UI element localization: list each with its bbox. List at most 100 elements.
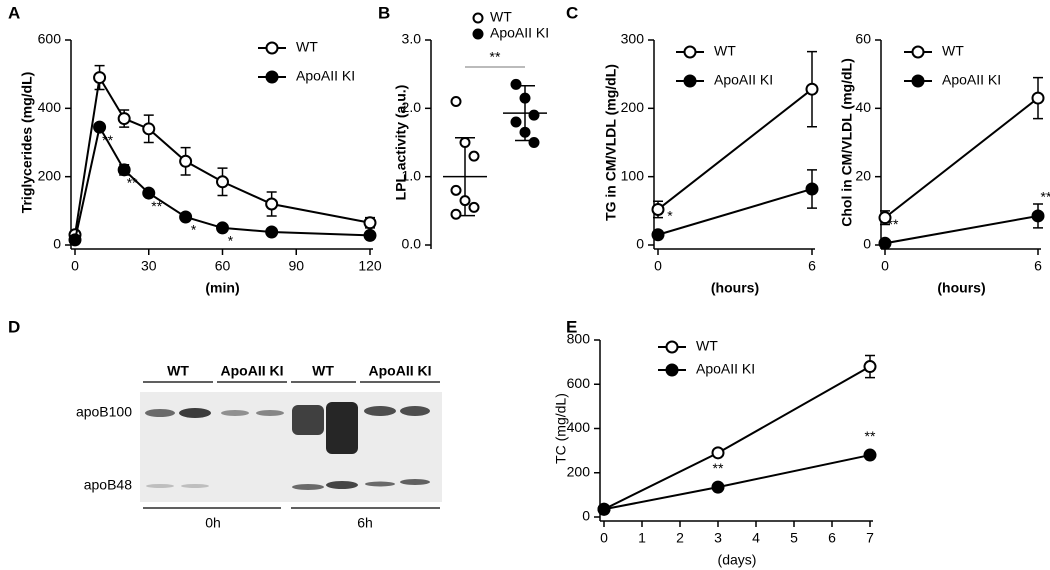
band-label: apoB100: [76, 404, 132, 420]
y-tick-label: 400: [38, 99, 62, 115]
data-point: [142, 186, 156, 200]
significance-label: **: [127, 175, 138, 191]
data-point: [450, 208, 462, 220]
band-label: apoB48: [84, 477, 132, 493]
data-point: [711, 446, 725, 460]
x-tick-label: 0: [881, 258, 889, 274]
data-point: [450, 96, 462, 107]
x-tick-label: 6: [828, 530, 836, 546]
y-tick-label: 20: [855, 167, 871, 183]
blot-panel: D WT ApoAII KI WT ApoAII KI 0h 6: [8, 317, 442, 531]
series-line: [74, 124, 371, 241]
data-point: [459, 137, 471, 148]
panel-label: D: [8, 317, 20, 336]
y-axis-label: Chol in CM/VLDL (mg/dL): [839, 58, 855, 227]
legend-marker: [683, 74, 697, 88]
y-tick-label: 40: [855, 99, 871, 115]
data-point: [68, 233, 82, 247]
legend-marker: [911, 45, 925, 59]
data-point: [216, 175, 229, 189]
legend-marker: [265, 41, 279, 55]
legend-label: WT: [942, 43, 964, 59]
x-tick-label: 60: [215, 258, 231, 274]
significance-label: *: [191, 222, 197, 238]
series-line: [74, 74, 371, 235]
y-axis-label: LPL activity (a.u.): [393, 85, 409, 201]
legend-marker: [683, 45, 697, 59]
data-point: [510, 78, 522, 90]
y-tick-label: 3.0: [402, 31, 422, 47]
x-axis-label: (hours): [937, 280, 985, 296]
data-point: [863, 448, 877, 462]
y-tick-label: 0: [53, 236, 61, 252]
group-label: WT: [167, 363, 189, 379]
data-point: [450, 184, 462, 196]
y-tick-label: 300: [621, 31, 645, 47]
x-tick-label: 7: [866, 530, 874, 546]
y-axis-label: TG in CM/VLDL (mg/dL): [603, 64, 619, 221]
legend-marker: [911, 74, 925, 88]
panel-label: E: [566, 317, 577, 336]
data-point: [651, 202, 665, 216]
data-point: [363, 228, 377, 242]
data-point: [805, 82, 819, 96]
data-point: [1031, 209, 1045, 223]
y-axis-label: TC (mg/dL): [553, 393, 569, 464]
x-tick-label: 90: [288, 258, 304, 274]
legend-label: ApoAII KI: [696, 361, 755, 377]
data-point: [468, 201, 480, 213]
series-line: [603, 365, 871, 511]
x-axis-label: (hours): [711, 280, 759, 296]
y-tick-label: 0: [582, 508, 590, 524]
data-point: [265, 197, 279, 211]
data-point: [510, 116, 522, 128]
legend-label: ApoAII KI: [296, 68, 355, 84]
y-tick-label: 400: [567, 419, 591, 435]
data-point: [1031, 91, 1045, 105]
legend-marker: [265, 70, 279, 84]
legend-label: ApoAII KI: [942, 72, 1001, 88]
data-point: [519, 126, 531, 138]
x-tick-label: 0: [71, 258, 79, 274]
data-point: [528, 137, 540, 148]
data-point: [265, 225, 279, 239]
panel-label: C: [566, 3, 578, 22]
data-point: [468, 150, 480, 162]
data-point: [651, 228, 665, 242]
y-tick-label: 2.0: [402, 99, 422, 115]
bands: [145, 402, 430, 490]
panel-label: B: [378, 3, 390, 22]
significance-label: *: [228, 233, 234, 249]
x-tick-label: 1: [638, 530, 646, 546]
data-point: [519, 92, 531, 104]
y-tick-label: 1.0: [402, 167, 422, 183]
y-tick-label: 200: [567, 463, 591, 479]
x-tick-label: 4: [752, 530, 760, 546]
x-tick-label: 3: [714, 530, 722, 546]
y-tick-label: 200: [38, 167, 62, 183]
group-lines: [143, 381, 440, 509]
series-line: [657, 88, 813, 211]
data-point: [863, 360, 877, 374]
legend-marker: [665, 340, 679, 354]
data-point: [179, 154, 193, 168]
data-point: [117, 112, 131, 126]
legend-label: WT: [296, 39, 318, 55]
x-tick-label: 5: [790, 530, 798, 546]
series-line: [657, 188, 813, 236]
timepoint-label: 6h: [357, 515, 373, 531]
data-point: [711, 480, 725, 494]
data-point: [878, 211, 892, 225]
data-point: [597, 502, 611, 516]
x-tick-label: 6: [808, 258, 816, 274]
series-line: [884, 97, 1039, 219]
legend-label: WT: [490, 9, 512, 25]
data-point: [878, 236, 892, 250]
significance-label: **: [865, 428, 876, 444]
y-axis-label: Triglycerides (mg/dL): [19, 72, 35, 214]
data-point: [459, 195, 471, 207]
y-tick-label: 100: [621, 167, 645, 183]
significance-label: **: [102, 132, 113, 148]
group-label: ApoAII KI: [221, 363, 284, 379]
